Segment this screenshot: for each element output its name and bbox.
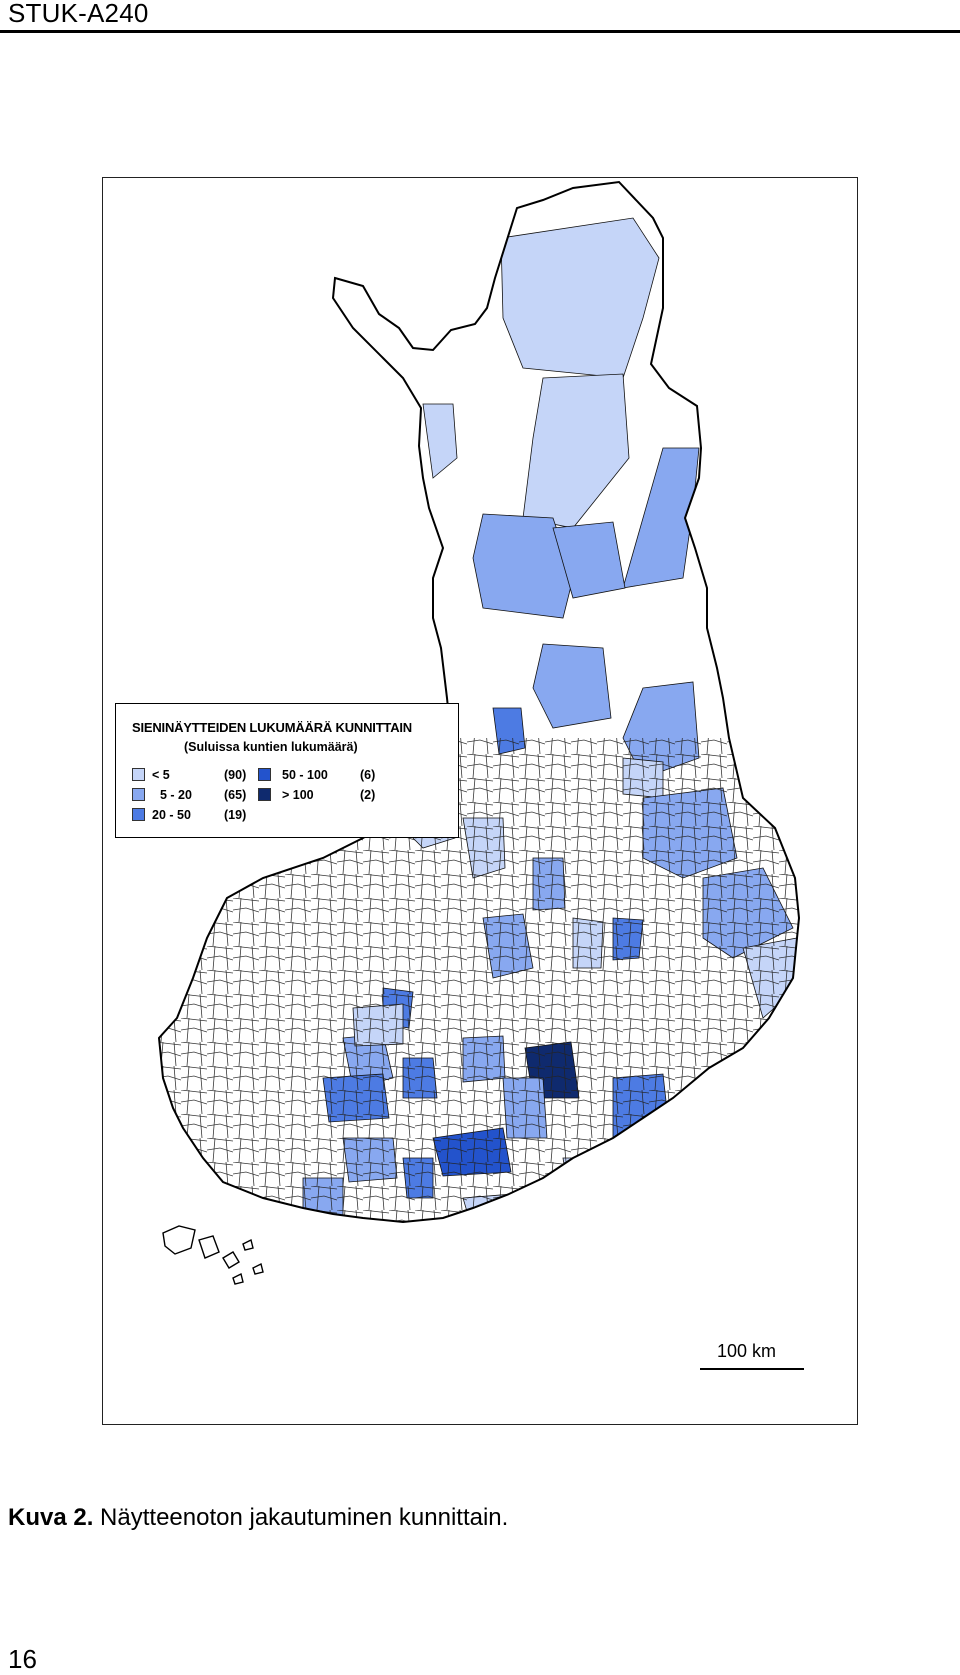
header-rule [0,30,960,33]
running-header: STUK-A240 [8,0,149,28]
legend-range: 5 - 20 [160,788,192,802]
legend-range: > 100 [282,788,314,802]
legend-count: (6) [360,768,376,782]
legend-range: 20 - 50 [152,808,191,822]
map-legend: SIENINÄYTTEIDEN LUKUMÄÄRÄ KUNNITTAIN (Su… [115,703,459,838]
legend-swatch [132,768,145,781]
legend-count: (2) [360,788,376,802]
caption-text: Näytteenoton jakautuminen kunnittain. [100,1504,509,1531]
legend-subtitle: (Suluissa kuntien lukumäärä) [184,740,358,754]
legend-range: 50 - 100 [282,768,328,782]
caption-label: Kuva 2. [8,1504,94,1531]
legend-title: SIENINÄYTTEIDEN LUKUMÄÄRÄ KUNNITTAIN [132,720,412,735]
scale-bar [700,1368,804,1370]
map-frame: SIENINÄYTTEIDEN LUKUMÄÄRÄ KUNNITTAIN (Su… [102,177,858,1425]
legend-count: (19) [224,808,247,822]
legend-range: < 5 [152,768,170,782]
legend-swatch [132,788,145,801]
legend-swatch [258,788,271,801]
legend-swatch [258,768,271,781]
legend-swatch [132,808,145,821]
legend-count: (90) [224,768,247,782]
page-number: 16 [8,1644,37,1674]
figure-caption: Kuva 2. Näytteenoton jakautuminen kunnit… [8,1504,508,1532]
scale-bar-label: 100 km [717,1341,777,1361]
aland-islands [162,1225,264,1285]
legend-count: (65) [224,788,247,802]
